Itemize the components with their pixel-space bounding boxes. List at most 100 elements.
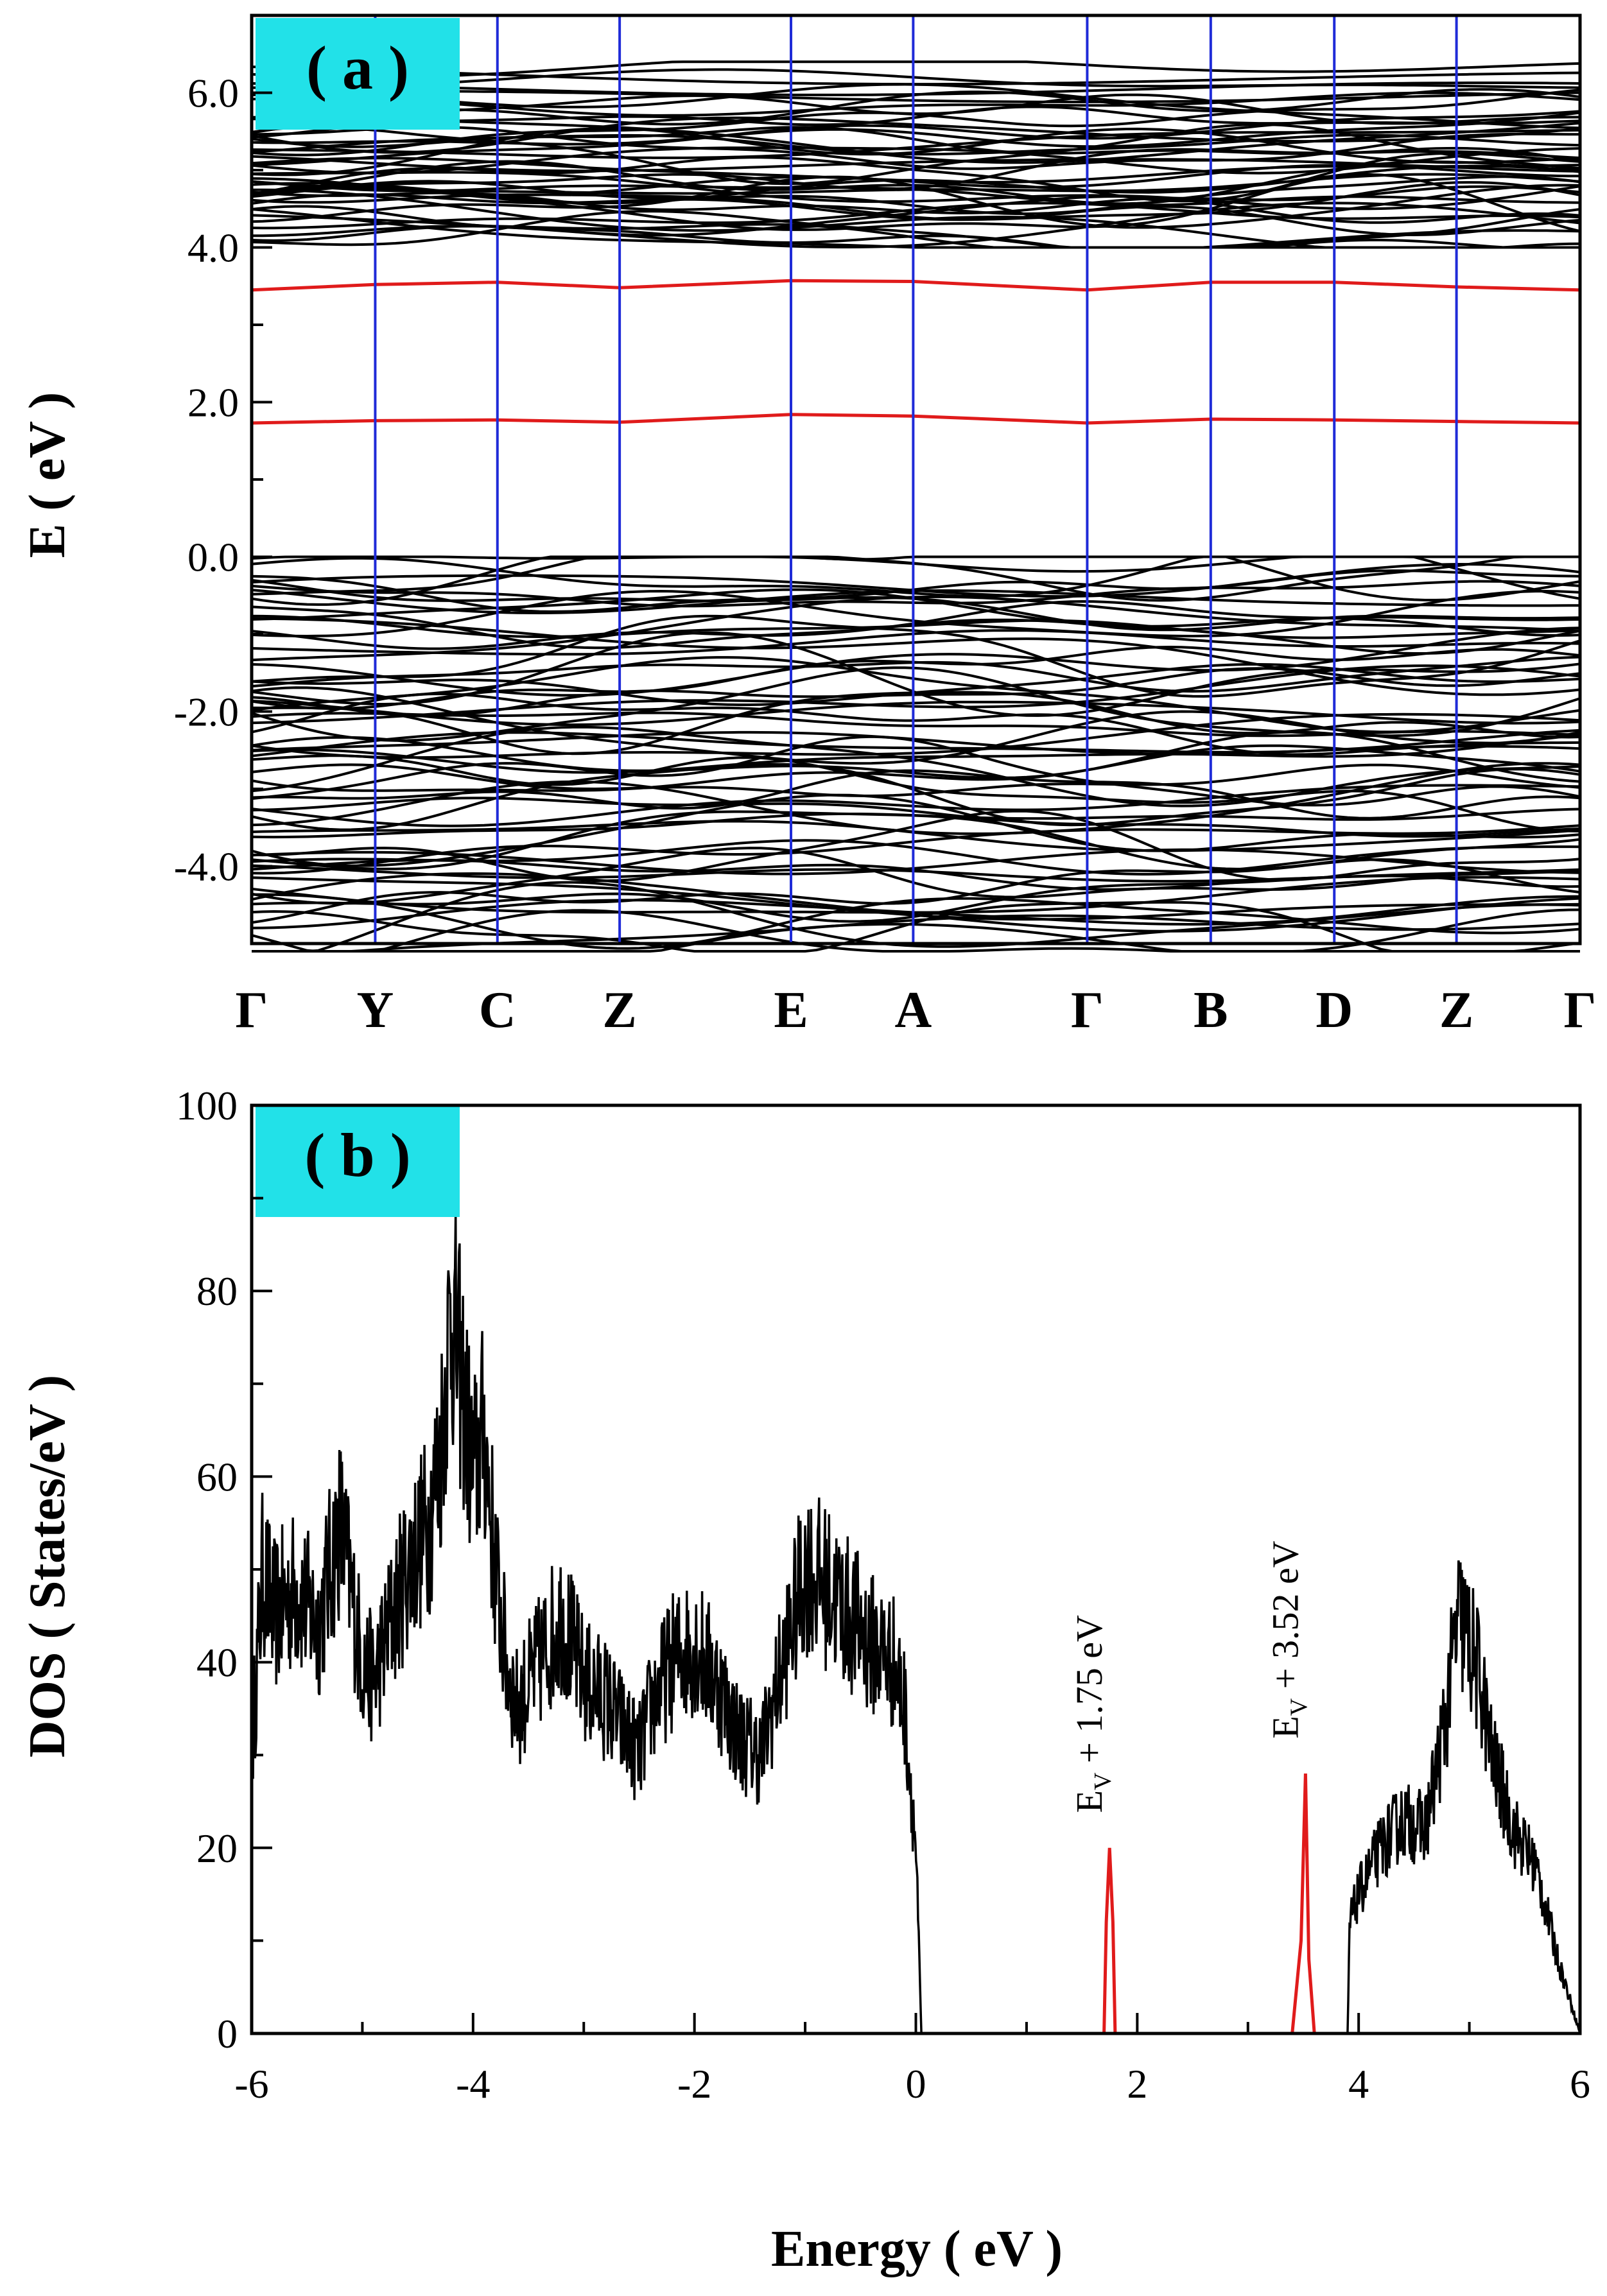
valence-band bbox=[251, 735, 1581, 807]
valence-band bbox=[251, 730, 1581, 755]
x-tick-label: 6 bbox=[1570, 2061, 1590, 2107]
kpath-label: B bbox=[1194, 982, 1228, 1039]
kpath-label: Z bbox=[1439, 982, 1473, 1039]
conduction-band bbox=[251, 128, 1581, 159]
valence-band bbox=[251, 595, 1581, 662]
y-tick-label: 100 bbox=[176, 1083, 238, 1128]
valence-band bbox=[251, 589, 1581, 638]
panel-a-plot-area bbox=[251, 15, 1581, 953]
valence-band bbox=[251, 809, 1581, 883]
valence-band bbox=[251, 922, 1581, 953]
y-tick-label: 6.0 bbox=[187, 71, 239, 116]
valence-band bbox=[251, 555, 1581, 606]
valence-band bbox=[251, 847, 1581, 905]
valence-band bbox=[251, 614, 1581, 698]
valence-band bbox=[251, 712, 1581, 759]
valence-band bbox=[251, 730, 1581, 783]
panel-a-band-structure: ( a ) E ( eV ) -4.0 -2.0 0.0 2.0 4.0 6.0 Γ Y C Z… bbox=[19, 13, 1597, 1039]
valence-band bbox=[251, 784, 1581, 827]
conduction-band bbox=[251, 60, 1581, 79]
kpath-label: A bbox=[894, 982, 932, 1039]
valence-band bbox=[251, 820, 1581, 852]
valence-band bbox=[251, 664, 1581, 725]
panel-b-dos: ( b ) DOS ( States/eV ) Energy ( eV ) -6… bbox=[19, 1083, 1590, 2277]
kpath-label: Γ bbox=[1071, 982, 1104, 1039]
valence-band bbox=[251, 569, 1581, 613]
valence-band bbox=[251, 725, 1581, 807]
panel-b-y-axis-label: DOS ( States/eV ) bbox=[19, 1375, 76, 1757]
x-tick-label: 0 bbox=[906, 2061, 926, 2107]
conduction-band bbox=[251, 208, 1581, 249]
conduction-band bbox=[251, 110, 1581, 166]
x-tick-label: -2 bbox=[677, 2061, 711, 2107]
conduction-band bbox=[251, 90, 1581, 103]
valence-band bbox=[251, 895, 1581, 929]
valence-band bbox=[251, 617, 1581, 696]
valence-band bbox=[251, 824, 1581, 875]
conduction-band bbox=[251, 171, 1581, 211]
valence-band bbox=[251, 667, 1581, 718]
valence-band bbox=[251, 656, 1581, 734]
valence-band bbox=[251, 763, 1581, 797]
conduction-band bbox=[251, 111, 1581, 148]
valence-band bbox=[251, 848, 1581, 876]
panel-b-x-axis-label: Energy ( eV ) bbox=[771, 2221, 1063, 2277]
panel-b-frame bbox=[250, 1103, 1582, 2035]
panel-b-label-box bbox=[256, 1105, 460, 1217]
dos-series-0 bbox=[250, 1213, 923, 2034]
y-tick-label: 40 bbox=[196, 1640, 238, 1686]
conduction-band bbox=[251, 91, 1581, 117]
y-tick-label: 2.0 bbox=[187, 380, 239, 426]
y-tick-label: -2.0 bbox=[174, 689, 239, 735]
y-tick-label: 20 bbox=[196, 1826, 238, 1871]
valence-band bbox=[251, 655, 1581, 693]
kpath-label: E bbox=[774, 982, 808, 1039]
valence-band bbox=[251, 700, 1581, 727]
kpath-label: Γ bbox=[236, 982, 268, 1039]
valence-band bbox=[251, 589, 1581, 615]
valence-band bbox=[251, 769, 1581, 820]
valence-band bbox=[251, 618, 1581, 655]
panel-a-y-axis-label: E ( eV ) bbox=[19, 392, 76, 558]
panel-a-y-ticks: -4.0 -2.0 0.0 2.0 4.0 6.0 bbox=[174, 14, 272, 945]
panel-b-plot-area bbox=[250, 1105, 1581, 2035]
valence-band bbox=[251, 858, 1581, 924]
valence-band bbox=[251, 555, 1580, 602]
x-tick-label: 4 bbox=[1348, 2061, 1369, 2107]
conduction-band bbox=[252, 68, 1581, 89]
panel-a-label-box bbox=[256, 18, 460, 130]
valence-band bbox=[251, 901, 1580, 953]
y-tick-label: -4.0 bbox=[174, 844, 239, 890]
panel-b-label: ( b ) bbox=[304, 1121, 410, 1189]
conduction-band bbox=[251, 202, 1581, 230]
conduction-band bbox=[251, 125, 1580, 170]
panel-a-label: ( a ) bbox=[306, 33, 409, 102]
kpath-label: Γ bbox=[1564, 982, 1597, 1039]
conduction-band bbox=[251, 173, 1581, 195]
valence-band bbox=[251, 629, 1581, 656]
x-tick-label: -4 bbox=[456, 2061, 490, 2107]
valence-band bbox=[252, 881, 1581, 953]
kpath-label: D bbox=[1316, 982, 1353, 1039]
conduction-band bbox=[251, 146, 1581, 175]
valence-band bbox=[251, 763, 1581, 831]
valence-band bbox=[251, 754, 1581, 833]
peak-annotation: EV + 1.75 eV bbox=[1068, 1615, 1116, 1813]
y-tick-label: 4.0 bbox=[187, 225, 239, 271]
x-tick-label: 2 bbox=[1127, 2061, 1147, 2107]
panel-a-frame bbox=[250, 13, 1582, 945]
panel-b-annotations: EV + 1.75 eV EV + 3.52 eV bbox=[1068, 1541, 1312, 1813]
kpath-label: C bbox=[479, 982, 516, 1039]
peak-annotation: EV + 3.52 eV bbox=[1264, 1541, 1312, 1738]
kpath-label: Y bbox=[357, 982, 394, 1039]
conduction-band bbox=[251, 181, 1581, 221]
conduction-band bbox=[251, 210, 1580, 249]
y-tick-label: 80 bbox=[196, 1268, 238, 1314]
y-tick-label: 0.0 bbox=[187, 535, 239, 580]
y-tick-label: 60 bbox=[196, 1454, 238, 1499]
conduction-band bbox=[251, 115, 1581, 164]
valence-band bbox=[251, 555, 1581, 600]
